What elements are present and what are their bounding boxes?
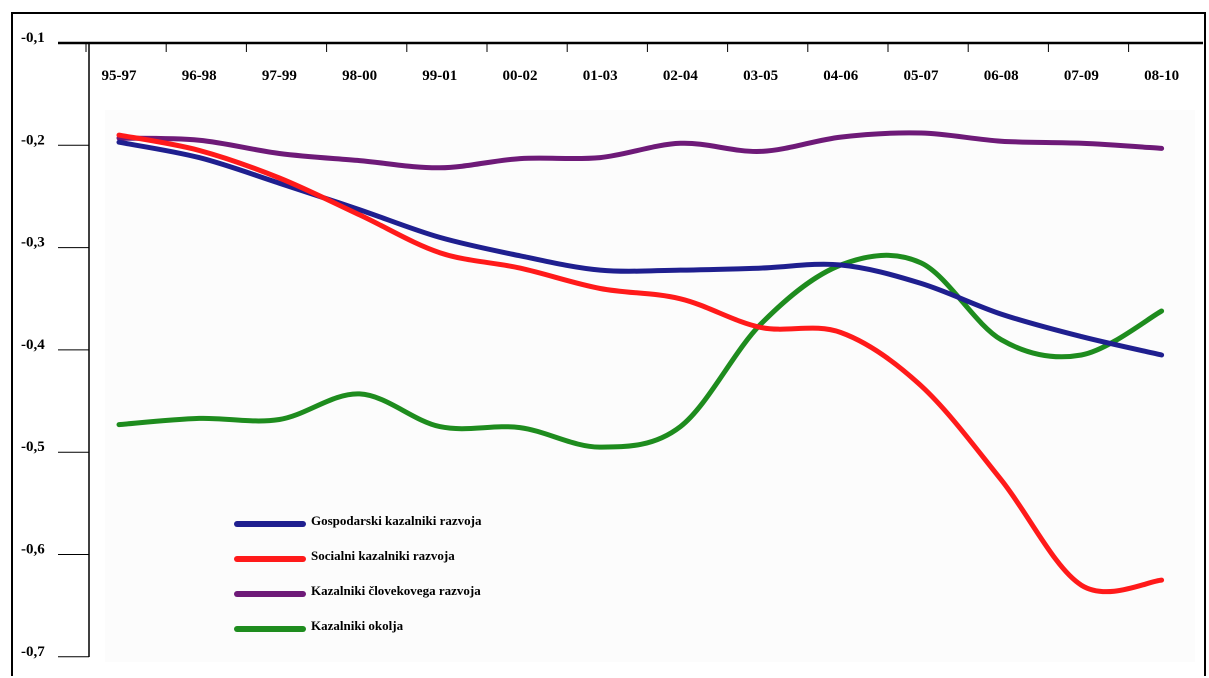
x-tick-label: 02-04 <box>663 68 698 84</box>
x-tick-label: 96-98 <box>182 68 217 84</box>
x-tick-label: 03-05 <box>743 68 778 84</box>
line-chart: 95-97 96-98 97-99 98-00 99-01 00-02 01-03 02-04… <box>21 30 1203 662</box>
x-tick-label: 07-09 <box>1064 68 1099 84</box>
legend: Gospodarski kazalniki razvoja Socialni ka… <box>234 513 482 633</box>
x-tick-label: 08-10 <box>1144 68 1179 84</box>
y-tick-label: -0,4 <box>21 337 45 353</box>
legend-label: Gospodarski kazalniki razvoja <box>311 513 482 528</box>
y-tick-label: -0,3 <box>21 235 45 251</box>
series-line-2 <box>116 132 1165 595</box>
series-line-1 <box>116 139 1165 358</box>
y-tick-label: -0,5 <box>21 439 45 455</box>
series-line-3 <box>116 130 1165 171</box>
plot-background <box>105 110 1195 662</box>
x-tick-label: 00-02 <box>503 68 538 84</box>
x-tick-label: 01-03 <box>583 68 618 84</box>
x-tick-label: 06-08 <box>984 68 1019 84</box>
legend-label: Kazalniki človekovega razvoja <box>311 583 481 598</box>
y-tick-group: -0,1 -0,2 -0,3 -0,4 -0,5 -0,6 -0,7 <box>21 30 89 660</box>
x-tick-label: 05-07 <box>904 68 939 84</box>
y-tick-label: -0,1 <box>21 30 45 46</box>
x-tick-label: 99-01 <box>422 68 457 84</box>
y-tick-label: -0,2 <box>21 132 45 148</box>
y-tick-label: -0,7 <box>21 644 45 660</box>
x-tick-label: 04-06 <box>823 68 858 84</box>
x-tick-label: 98-00 <box>342 68 377 84</box>
series-group <box>116 130 1165 595</box>
x-tick-label: 95-97 <box>102 68 137 84</box>
x-tick-group: 95-97 96-98 97-99 98-00 99-01 00-02 01-03 02-04… <box>85 43 1179 84</box>
chart-frame: 95-97 96-98 97-99 98-00 99-01 00-02 01-03 02-04… <box>11 12 1206 676</box>
y-tick-label: -0,6 <box>21 542 45 558</box>
legend-label: Kazalniki okolja <box>311 618 404 633</box>
x-tick-label: 97-99 <box>262 68 297 84</box>
legend-label: Socialni kazalniki razvoja <box>311 548 455 563</box>
series-line-4 <box>116 252 1165 450</box>
